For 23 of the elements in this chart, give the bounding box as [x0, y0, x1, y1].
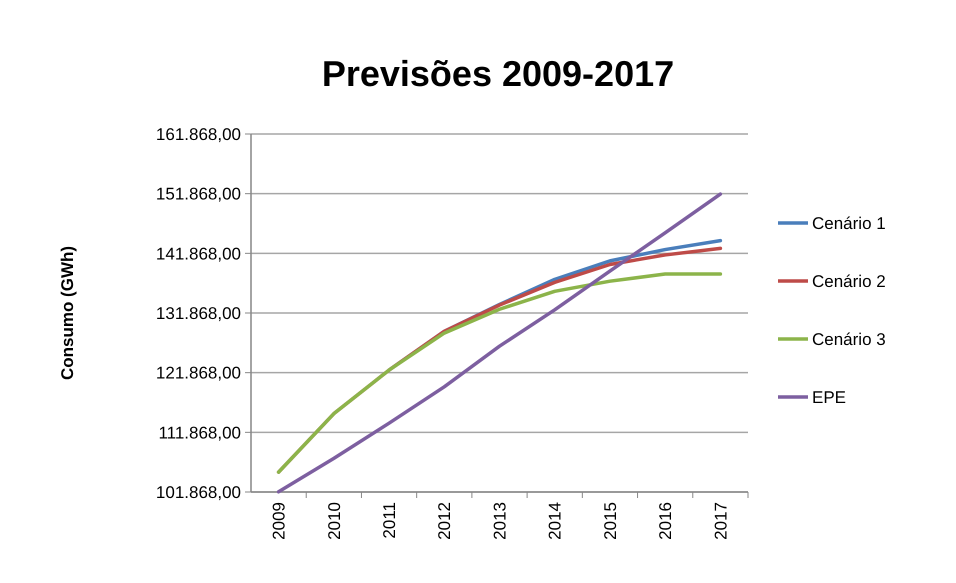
x-tick-label: 2011: [380, 502, 400, 539]
legend-label: Cenário 2: [812, 272, 886, 291]
chart-title: Previsões 2009-2017: [322, 53, 674, 94]
legend-label: EPE: [812, 388, 846, 407]
y-tick-label: 101.868,00: [156, 482, 241, 502]
legend-label: Cenário 3: [812, 330, 886, 349]
y-axis-title: Consumo (GWh): [58, 246, 77, 380]
x-tick-label: 2009: [270, 502, 289, 540]
x-tick-label: 2010: [324, 502, 344, 540]
y-tick-label: 121.868,00: [156, 364, 241, 383]
x-tick-label: 2014: [546, 502, 565, 540]
x-tick-label: 2012: [435, 502, 454, 540]
y-tick-label: 161.868,00: [156, 124, 241, 144]
x-tick-label: 2013: [490, 502, 510, 540]
x-tick-label: 2016: [656, 502, 676, 540]
y-tick-label: 141.868,00: [156, 244, 241, 264]
y-tick-label: 131.868,00: [156, 304, 241, 323]
x-tick-label: 2017: [711, 502, 730, 540]
y-tick-label: 111.868,00: [158, 423, 241, 442]
line-series: [276, 192, 722, 494]
y-tick-label: 151.868,00: [156, 184, 241, 204]
legend-label: Cenário 1: [812, 214, 886, 233]
x-tick-label: 2015: [600, 502, 620, 540]
